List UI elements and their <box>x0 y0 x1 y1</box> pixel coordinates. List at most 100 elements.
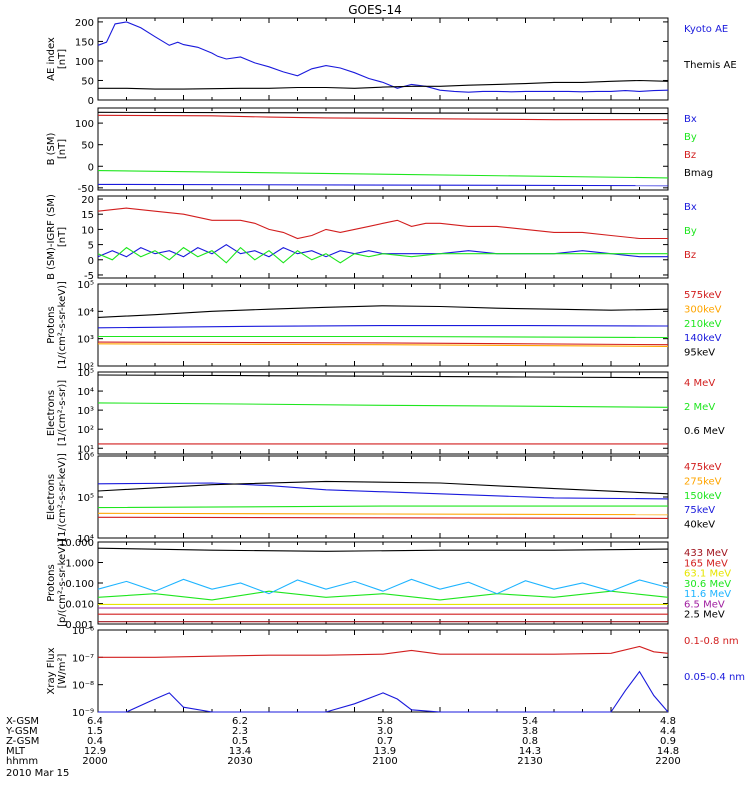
x-row-value: 0.5 <box>232 736 248 747</box>
series-line <box>98 335 669 339</box>
x-row-value: 0.9 <box>660 736 676 747</box>
series-line <box>97 402 669 408</box>
panel-frame <box>97 629 669 713</box>
series-line <box>98 670 669 713</box>
legend-entry: 575keV <box>684 290 722 301</box>
legend-entry: 2.5 MeV <box>684 610 725 621</box>
legend-entry: 40keV <box>684 520 715 531</box>
y-axis-label: Electrons <box>46 390 57 436</box>
y-tick-label: 5 <box>88 241 94 252</box>
x-row-value: 2130 <box>517 756 542 767</box>
y-tick-label: 0.010 <box>65 600 94 611</box>
x-row-value: 0.7 <box>377 736 393 747</box>
legend-entry: 11.6 MeV <box>684 589 731 600</box>
y-axis-units: [W/m²] <box>57 653 68 688</box>
legend-entry: 165 MeV <box>684 558 728 569</box>
legend-entry: Themis AE <box>683 60 737 71</box>
legend-entry: 475keV <box>684 462 722 473</box>
y-tick-label: 0.100 <box>65 579 94 590</box>
y-tick-label: 15 <box>81 210 94 221</box>
x-row-value: 6.4 <box>87 716 103 727</box>
x-row-label: Z-GSM <box>6 736 39 747</box>
y-tick-label: 10⁴ <box>77 307 94 318</box>
panel-1: -50 0 50 100 B (SM) [nT] Bx By Bz Bmag <box>46 107 713 195</box>
y-tick-label: 50 <box>81 76 94 87</box>
series-line <box>97 114 668 121</box>
panel-frame <box>97 195 669 279</box>
x-row-value: 3.0 <box>377 726 393 737</box>
series-line <box>97 512 669 516</box>
y-tick-label: 10⁻⁷ <box>72 653 94 664</box>
x-row-value: 4.8 <box>660 716 676 727</box>
x-row-value: 1.5 <box>87 726 103 737</box>
x-row-value: 14.8 <box>657 746 679 757</box>
series-line <box>97 480 669 495</box>
y-tick-label: 150 <box>75 37 94 48</box>
series-line <box>97 516 669 519</box>
panel-4: 10¹ 10² 10³ 10⁴ 10⁵ Electrons [1/(cm²-s-sr)] 4 … <box>46 368 725 455</box>
legend-entry: 0.05-0.4 nm <box>684 672 745 683</box>
legend-entry: 95keV <box>684 348 715 359</box>
y-tick-label: 10⁻⁶ <box>72 626 94 637</box>
legend-entry: 2 MeV <box>684 402 715 413</box>
y-axis-units: [p/(cm²-s-sr-keV)] <box>57 539 68 627</box>
panel-frame <box>97 107 669 191</box>
series-line <box>97 343 669 347</box>
y-axis-label: Xray Flux <box>46 647 57 694</box>
series-line <box>98 79 669 90</box>
y-tick-label: -5 <box>84 271 94 282</box>
y-tick-label: -50 <box>78 184 94 195</box>
legend-entry: 210keV <box>684 319 722 330</box>
y-axis-label: Electrons <box>46 474 57 520</box>
x-row-value: 13.4 <box>229 746 251 757</box>
x-row-value: 3.8 <box>522 726 538 737</box>
x-row-value: 5.4 <box>522 716 538 727</box>
series-line <box>97 305 669 318</box>
panel-7: 10⁻⁹ 10⁻⁸ 10⁻⁷ 10⁻⁶ Xray Flux [W/m²] 0.1-0.8 n… <box>46 626 745 719</box>
y-axis-label: B (SM) <box>46 132 57 165</box>
x-row-label: Y-GSM <box>5 726 38 737</box>
series-line <box>97 111 669 115</box>
y-tick-label: 10⁵ <box>77 280 94 291</box>
series-line <box>97 21 669 93</box>
y-axis-label: AE index <box>46 37 57 81</box>
y-tick-label: 10⁴ <box>77 387 94 398</box>
x-row-value: 0.4 <box>87 736 103 747</box>
y-tick-label: 100 <box>75 119 94 130</box>
legend-entry: 300keV <box>684 304 722 315</box>
legend-entry: 433 MeV <box>684 548 728 559</box>
x-row-value: 2200 <box>655 756 680 767</box>
x-row-label: MLT <box>6 746 26 757</box>
legend-entry: 0.1-0.8 nm <box>684 636 739 647</box>
x-row-value: 2030 <box>227 756 252 767</box>
y-tick-label: 10³ <box>77 335 94 346</box>
series-line <box>97 505 668 509</box>
date-label: 2010 Mar 15 <box>6 768 69 779</box>
x-row-value: 2.3 <box>232 726 248 737</box>
y-tick-label: 10⁴ <box>77 534 94 545</box>
legend-entry: 275keV <box>684 476 722 487</box>
y-tick-label: 0 <box>88 96 94 107</box>
series-line <box>97 325 669 329</box>
legend-entry: 0.6 MeV <box>684 426 725 437</box>
legend-entry: Kyoto AE <box>684 24 728 35</box>
y-tick-label: 10⁶ <box>77 452 94 463</box>
legend-entry: 30.6 MeV <box>684 579 731 590</box>
y-tick-label: 10⁻⁸ <box>72 681 94 692</box>
y-tick-label: 0 <box>88 256 94 267</box>
legend-entry: Bz <box>684 150 696 161</box>
legend-entry: Bx <box>684 114 697 125</box>
y-tick-label: 10⁵ <box>77 368 94 379</box>
x-row-label: X-GSM <box>6 716 39 727</box>
y-tick-label: 50 <box>81 141 94 152</box>
y-tick-label: 10² <box>77 362 94 373</box>
series-line <box>97 547 669 552</box>
x-row-label: hhmm <box>6 756 38 767</box>
y-axis-units: [nT] <box>57 227 68 247</box>
legend-entry: Bx <box>684 202 697 213</box>
legend-entry: 140keV <box>684 333 722 344</box>
legend-entry: Bmag <box>684 168 713 179</box>
series-line <box>97 170 669 179</box>
panel-2: -5 0 5 10 15 20 B (SM)-IGRF (SM) [nT] Bx By Bz <box>46 194 697 282</box>
